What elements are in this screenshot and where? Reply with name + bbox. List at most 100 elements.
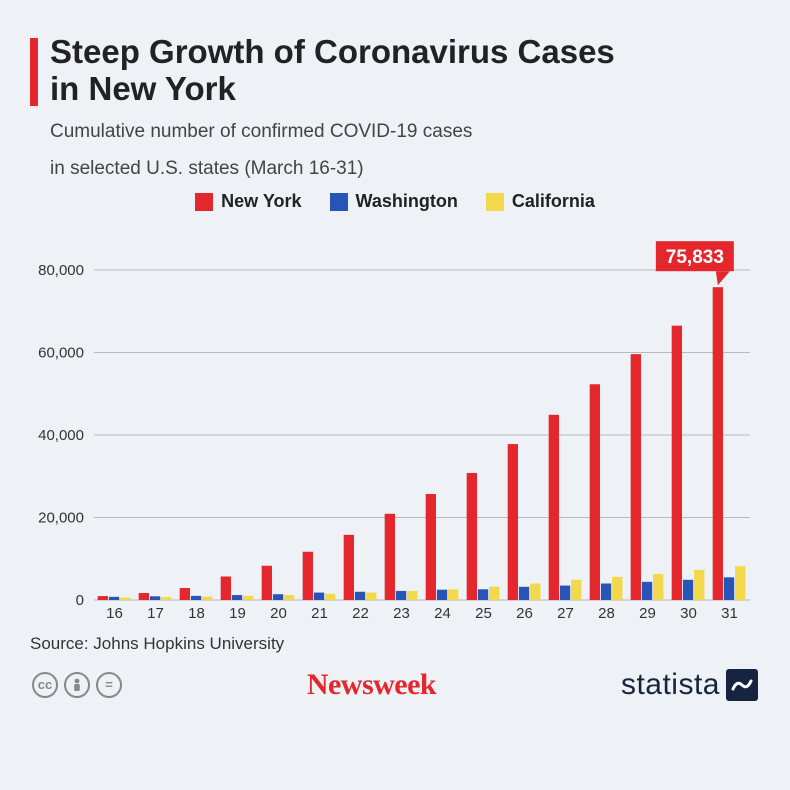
callout-label: 75,833	[666, 247, 724, 268]
bar	[98, 596, 108, 600]
bar	[642, 582, 652, 600]
bar	[508, 444, 518, 600]
bar	[396, 591, 406, 600]
by-icon	[64, 672, 90, 698]
bar	[735, 566, 745, 600]
x-tick-label: 17	[147, 605, 164, 622]
legend-label: New York	[221, 191, 301, 212]
bar	[180, 588, 190, 600]
x-tick-label: 27	[557, 605, 574, 622]
bar	[601, 583, 611, 600]
chart-area: 0 20,000 40,000 60,000 80,000 16 17 18 19 20 21 22 2…	[30, 226, 760, 626]
bar	[631, 354, 641, 600]
callout: 75,833	[656, 241, 734, 285]
bar	[478, 589, 488, 600]
bar	[355, 592, 365, 600]
x-tick-label: 30	[680, 605, 697, 622]
legend-label: Washington	[356, 191, 458, 212]
infographic-frame: Steep Growth of Coronavirus Cases in New…	[0, 0, 790, 790]
y-tick-label: 40,000	[38, 427, 84, 444]
bar	[262, 566, 272, 600]
y-tick-label: 60,000	[38, 344, 84, 361]
cc-icon: cc	[32, 672, 58, 698]
bar	[344, 535, 354, 600]
statista-label: statista	[621, 668, 720, 702]
legend-item: California	[486, 191, 595, 212]
legend: New York Washington California	[30, 191, 760, 216]
bar	[612, 577, 622, 600]
legend-label: California	[512, 191, 595, 212]
bar	[549, 415, 559, 600]
x-tick-label: 26	[516, 605, 533, 622]
bar	[232, 595, 242, 600]
bar	[489, 587, 499, 600]
x-tick-label: 19	[229, 605, 246, 622]
bar	[273, 594, 283, 600]
bar	[385, 514, 395, 600]
bar	[150, 596, 160, 600]
title-line-1: Steep Growth of Coronavirus Cases	[50, 34, 760, 71]
bar	[202, 596, 212, 599]
x-tick-label: 22	[352, 605, 369, 622]
subtitle-line-2: in selected U.S. states (March 16-31)	[30, 157, 760, 182]
x-tick-label: 18	[188, 605, 205, 622]
legend-swatch	[486, 193, 504, 211]
bar	[448, 589, 458, 600]
bar	[221, 576, 231, 600]
bar	[243, 596, 253, 600]
x-tick-label: 20	[270, 605, 287, 622]
nd-icon: =	[96, 672, 122, 698]
title-block: Steep Growth of Coronavirus Cases in New…	[30, 34, 760, 108]
source-label: Source: Johns Hopkins University	[30, 634, 760, 654]
bar	[366, 592, 376, 599]
bar	[303, 552, 313, 600]
bar	[407, 591, 417, 600]
bar	[672, 325, 682, 599]
title-accent-bar	[30, 38, 38, 106]
bar	[109, 597, 119, 600]
bar	[713, 287, 723, 600]
x-tick-label: 28	[598, 605, 615, 622]
bar	[571, 580, 581, 600]
y-tick-label: 80,000	[38, 262, 84, 279]
bar	[139, 593, 149, 600]
y-tick-label: 0	[76, 592, 84, 609]
bar	[694, 570, 704, 600]
statista-logo: statista	[621, 668, 758, 702]
bar	[426, 494, 436, 600]
bar	[519, 587, 529, 600]
legend-item: Washington	[330, 191, 458, 212]
bar	[467, 473, 477, 600]
x-tick-label: 21	[311, 605, 328, 622]
bar	[161, 597, 171, 600]
bar	[325, 594, 335, 600]
bar	[653, 574, 663, 600]
bar	[530, 583, 540, 600]
y-tick-label: 20,000	[38, 509, 84, 526]
newsweek-logo: Newsweek	[307, 668, 436, 702]
statista-wave-icon	[726, 669, 758, 701]
bar	[314, 592, 324, 599]
bar-chart: 0 20,000 40,000 60,000 80,000 16 17 18 19 20 21 22 2…	[30, 226, 760, 626]
footer: cc = Newsweek statista	[30, 668, 760, 702]
legend-swatch	[195, 193, 213, 211]
x-tick-label: 23	[393, 605, 410, 622]
title-line-2: in New York	[50, 71, 760, 108]
x-tick-label: 25	[475, 605, 492, 622]
bar	[284, 595, 294, 600]
x-tick-label: 24	[434, 605, 451, 622]
bar	[437, 589, 447, 599]
bar	[683, 580, 693, 600]
bar	[120, 597, 130, 599]
legend-swatch	[330, 193, 348, 211]
bar	[590, 384, 600, 600]
x-tick-label: 31	[721, 605, 738, 622]
bar	[560, 585, 570, 599]
bar	[191, 596, 201, 600]
x-tick-label: 29	[639, 605, 656, 622]
x-tick-label: 16	[106, 605, 123, 622]
bar	[724, 577, 734, 600]
legend-item: New York	[195, 191, 301, 212]
subtitle-line-1: Cumulative number of confirmed COVID-19 …	[30, 120, 760, 145]
cc-license-icons: cc =	[32, 672, 122, 698]
